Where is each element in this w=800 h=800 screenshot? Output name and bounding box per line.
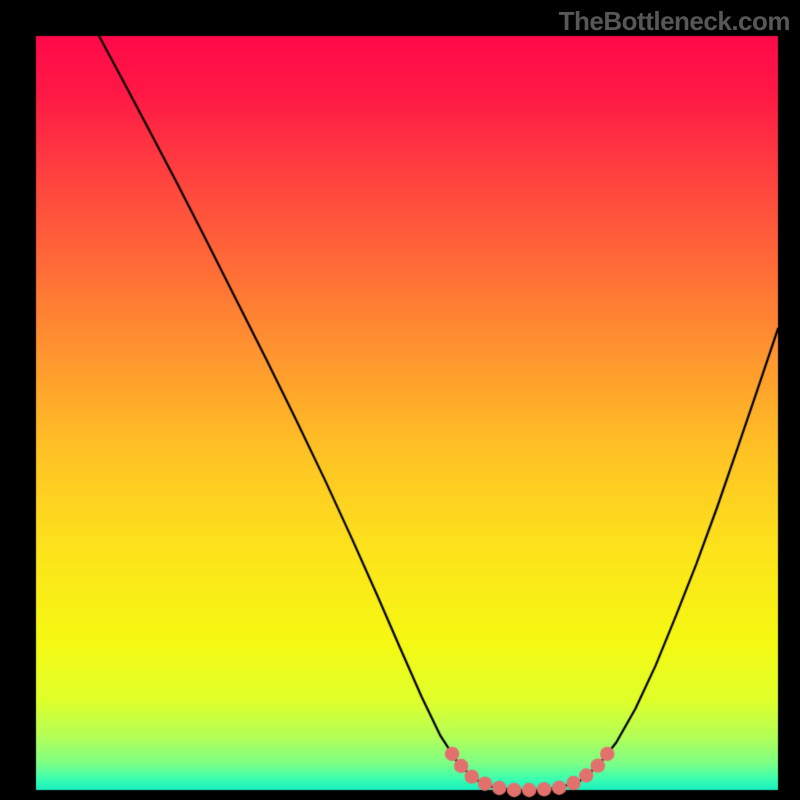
bottleneck-curve-chart (0, 0, 800, 800)
chart-stage: TheBottleneck.com (0, 0, 800, 800)
